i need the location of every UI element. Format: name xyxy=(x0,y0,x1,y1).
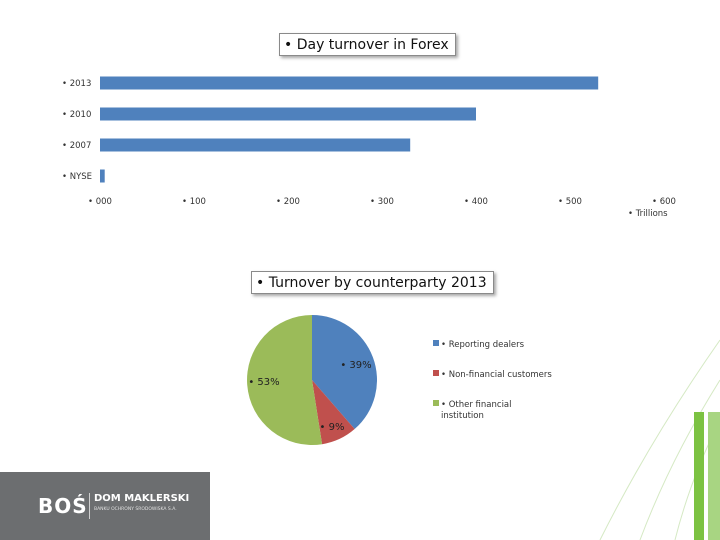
decor-band-1 xyxy=(694,412,704,540)
x-tick-label: • 100 xyxy=(182,197,206,207)
pie-slice xyxy=(247,315,323,445)
decor-band-2 xyxy=(708,412,720,540)
bar-chart-title: • Day turnover in Forex xyxy=(279,33,456,56)
decor-arc-2 xyxy=(639,379,720,540)
legend-swatch xyxy=(433,400,439,406)
logo-name: DOM MAKLERSKI xyxy=(94,493,190,504)
logo-subtitle: BANKU OCHRONY ŚRODOWISKA S.A. xyxy=(94,507,177,512)
unit-label: • Trillions xyxy=(628,209,668,219)
x-tick-label: • 300 xyxy=(370,197,394,207)
x-tick-label: • 200 xyxy=(276,197,300,207)
bar xyxy=(100,107,476,121)
legend-swatch xyxy=(433,340,439,346)
x-tick-label: • 600 xyxy=(652,197,676,207)
decor-arc-1 xyxy=(599,339,720,540)
pie-data-label: • 9% xyxy=(320,422,345,433)
legend-label: • Other financial institution xyxy=(441,400,512,421)
company-logo: BOŚ DOM MAKLERSKI BANKU OCHRONY ŚRODOWIS… xyxy=(0,472,210,540)
legend-label: • Non-financial customers xyxy=(441,370,552,380)
bar xyxy=(100,76,599,90)
pie-data-label: • 53% xyxy=(248,377,279,388)
category-label: • NYSE xyxy=(62,172,92,182)
bar xyxy=(100,138,411,152)
legend-swatch xyxy=(433,370,439,376)
pie-slice xyxy=(312,315,378,430)
pie-slice xyxy=(312,380,355,445)
bar xyxy=(100,169,105,183)
x-tick-label: • 500 xyxy=(558,197,582,207)
category-label: • 2007 xyxy=(62,141,91,151)
category-label: • 2010 xyxy=(62,110,91,120)
x-tick-label: • 000 xyxy=(88,197,112,207)
category-label: • 2013 xyxy=(62,79,91,89)
pie-chart-title: • Turnover by counterparty 2013 xyxy=(251,271,494,294)
legend-label: • Reporting dealers xyxy=(441,340,525,350)
x-tick-label: • 400 xyxy=(464,197,488,207)
logo-divider xyxy=(89,493,90,519)
logo-brand: BOŚ xyxy=(38,494,88,518)
pie-data-label: • 39% xyxy=(340,360,371,371)
